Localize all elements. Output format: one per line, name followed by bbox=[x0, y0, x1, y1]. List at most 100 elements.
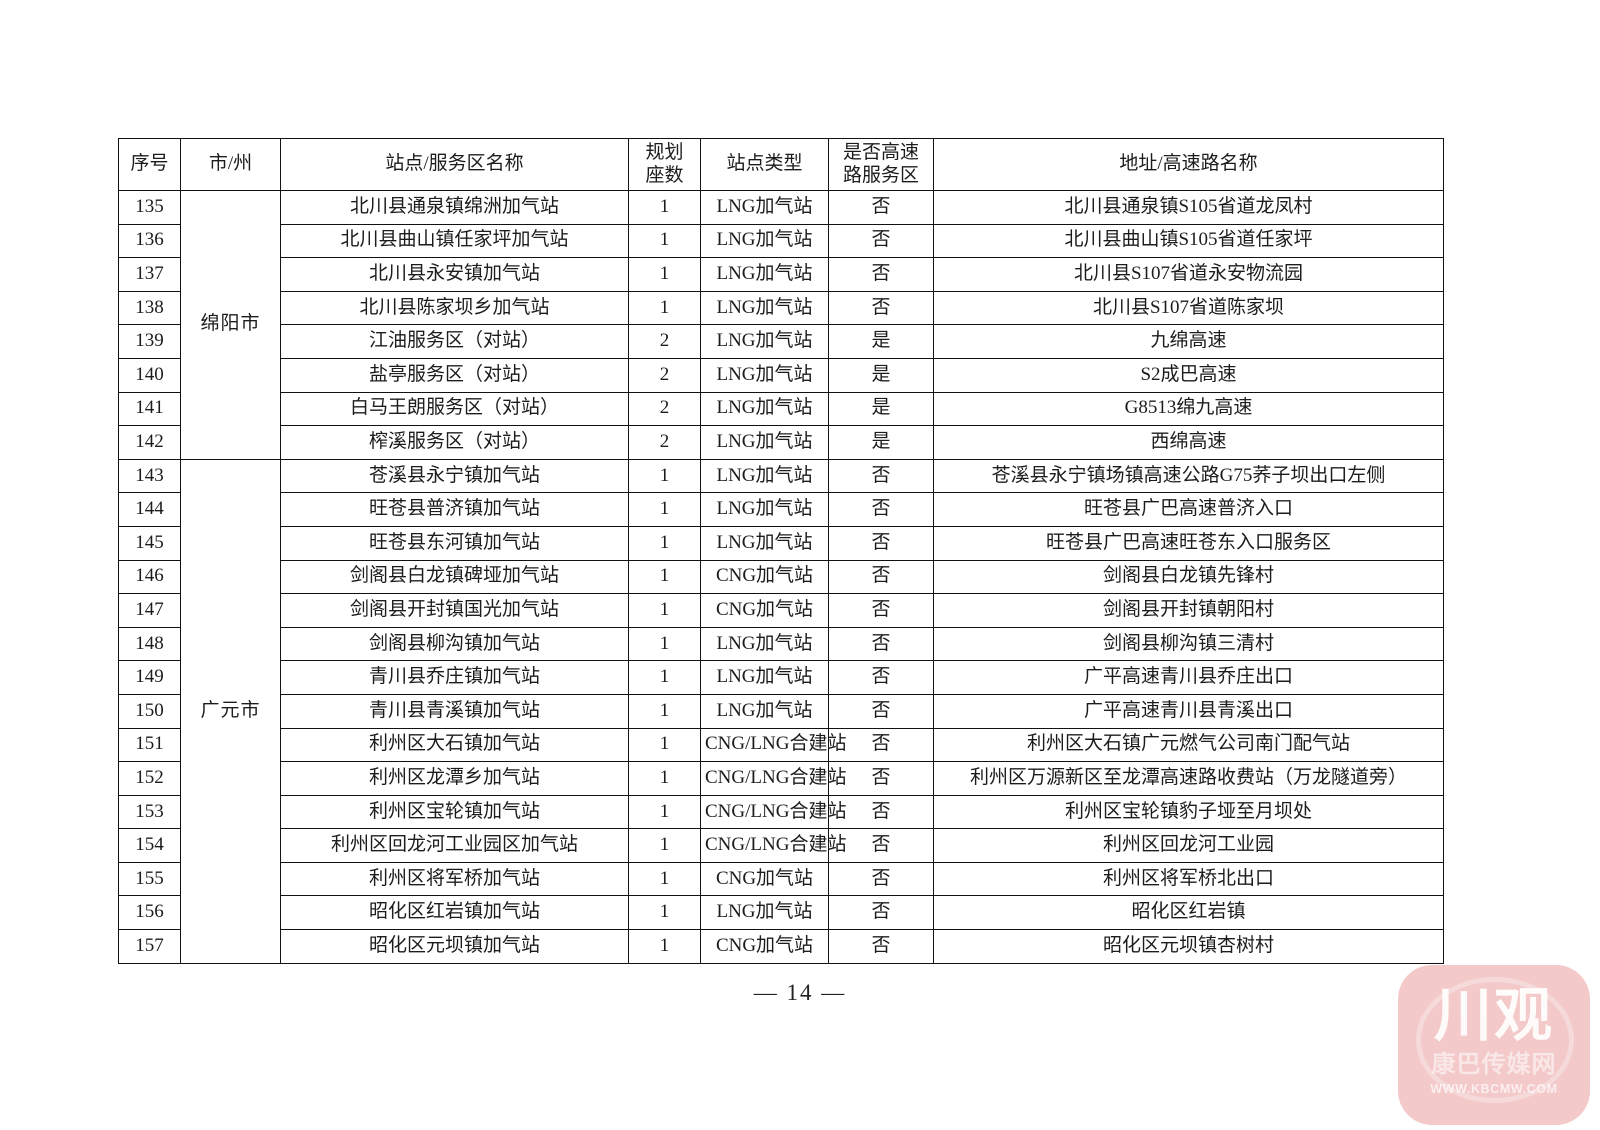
cell-address: 北川县曲山镇S105省道任家坪 bbox=[933, 223, 1444, 259]
cell-index: 147 bbox=[118, 593, 181, 628]
col-header-type: 站点类型 bbox=[700, 138, 829, 191]
cell-is-highway: 否 bbox=[828, 559, 934, 595]
cell-station-name: 旺苍县东河镇加气站 bbox=[280, 525, 629, 561]
cell-station-type: LNG加气站 bbox=[700, 190, 829, 225]
cell-is-highway: 否 bbox=[828, 895, 934, 931]
cell-address: 旺苍县广巴高速旺苍东入口服务区 bbox=[933, 525, 1444, 561]
table-row: 149 青川县乔庄镇加气站 1 LNG加气站否广平高速青川县乔庄出口 bbox=[118, 660, 1444, 695]
cell-station-type: LNG加气站 bbox=[700, 693, 829, 729]
table-header: 序号 市/州 站点/服务区名称 规划 座数 站点类型 是否高速 路服务区 地址/… bbox=[118, 138, 1444, 191]
cell-index: 156 bbox=[118, 895, 181, 931]
watermark-main-text: 川观 bbox=[1433, 983, 1554, 1048]
cell-address: 利州区大石镇广元燃气公司南门配气站 bbox=[933, 727, 1444, 763]
cell-is-highway: 否 bbox=[828, 761, 934, 796]
cell-address: 北川县S107省道永安物流园 bbox=[933, 257, 1444, 292]
table-row: 154 利州区回龙河工业园区加气站 1 CNG/LNG合建站否利州区回龙河工业园 bbox=[118, 828, 1444, 863]
cell-seats: 1 bbox=[628, 559, 701, 595]
cell-station-type: LNG加气站 bbox=[700, 626, 829, 662]
cell-address: 北川县S107省道陈家坝 bbox=[933, 290, 1444, 326]
cell-is-highway: 是 bbox=[828, 425, 934, 460]
cell-station-type: LNG加气站 bbox=[700, 257, 829, 292]
cell-station-type: LNG加气站 bbox=[700, 391, 829, 427]
cell-index: 141 bbox=[118, 391, 181, 427]
cell-index: 144 bbox=[118, 492, 181, 527]
table-row: 148 剑阁县柳沟镇加气站 1 LNG加气站否剑阁县柳沟镇三清村 bbox=[118, 626, 1444, 662]
cell-station-name: 利州区将军桥加气站 bbox=[280, 861, 629, 897]
cell-address: 昭化区元坝镇杏树村 bbox=[933, 929, 1444, 964]
cell-seats: 1 bbox=[628, 593, 701, 628]
cell-station-name: 北川县通泉镇绵洲加气站 bbox=[280, 190, 629, 225]
cell-station-name: 江油服务区（对站） bbox=[280, 324, 629, 359]
cell-station-type: LNG加气站 bbox=[700, 895, 829, 931]
table-row: 141 白马王朗服务区（对站） 2 LNG加气站是 G8513绵九高速 bbox=[118, 391, 1444, 427]
cell-station-name: 榨溪服务区（对站） bbox=[280, 425, 629, 460]
cell-station-type: LNG加气站 bbox=[700, 290, 829, 326]
station-table-container: 序号 市/州 站点/服务区名称 规划 座数 站点类型 是否高速 路服务区 地址/… bbox=[118, 138, 1444, 964]
cell-station-type: CNG/LNG合建站 bbox=[700, 727, 846, 763]
table-row: 156 昭化区红岩镇加气站 1 LNG加气站否昭化区红岩镇 bbox=[118, 895, 1444, 931]
cell-index: 142 bbox=[118, 425, 181, 460]
cell-seats: 1 bbox=[628, 492, 701, 527]
cell-index: 155 bbox=[118, 861, 181, 897]
col-header-seats-line2: 座数 bbox=[645, 164, 684, 186]
watermark: 川观 康巴传媒网 WWW.KBCMW.COM bbox=[1398, 965, 1590, 1125]
table-row: 144 旺苍县普济镇加气站 1 LNG加气站否旺苍县广巴高速普济入口 bbox=[118, 492, 1444, 527]
cell-index: 157 bbox=[118, 929, 181, 964]
cell-is-highway: 否 bbox=[828, 190, 934, 225]
cell-station-type: LNG加气站 bbox=[700, 324, 829, 359]
table-row: 150 青川县青溪镇加气站 1 LNG加气站否广平高速青川县青溪出口 bbox=[118, 693, 1444, 729]
watermark-ring bbox=[1416, 977, 1574, 1103]
cell-seats: 1 bbox=[628, 828, 701, 863]
cell-seats: 2 bbox=[628, 357, 701, 393]
cell-station-type: LNG加气站 bbox=[700, 425, 829, 460]
cell-address: S2成巴高速 bbox=[933, 357, 1444, 393]
cell-address: 利州区回龙河工业园 bbox=[933, 828, 1444, 863]
cell-station-name: 旺苍县普济镇加气站 bbox=[280, 492, 629, 527]
cell-is-highway: 否 bbox=[828, 290, 934, 326]
cell-station-name: 苍溪县永宁镇加气站 bbox=[280, 458, 629, 494]
cell-address: 昭化区红岩镇 bbox=[933, 895, 1444, 931]
cell-index: 138 bbox=[118, 290, 181, 326]
table-row: 140 盐亭服务区（对站） 2 LNG加气站是 S2成巴高速 bbox=[118, 357, 1444, 393]
cell-index: 148 bbox=[118, 626, 181, 662]
cell-seats: 1 bbox=[628, 693, 701, 729]
table-row: 146 剑阁县白龙镇碑垭加气站 1 CNG加气站否剑阁县白龙镇先锋村 bbox=[118, 559, 1444, 595]
cell-seats: 1 bbox=[628, 761, 701, 796]
cell-seats: 1 bbox=[628, 794, 701, 830]
cell-index: 154 bbox=[118, 828, 181, 863]
cell-station-type: CNG加气站 bbox=[700, 593, 829, 628]
cell-seats: 1 bbox=[628, 626, 701, 662]
cell-index: 135 bbox=[118, 190, 181, 225]
table-row: 152 利州区龙潭乡加气站 1 CNG/LNG合建站否利州区万源新区至龙潭高速路收费站… bbox=[118, 761, 1444, 796]
cell-station-type: LNG加气站 bbox=[700, 492, 829, 527]
cell-index: 136 bbox=[118, 223, 181, 259]
col-header-is-highway-line2: 路服务区 bbox=[842, 164, 919, 186]
cell-seats: 1 bbox=[628, 525, 701, 561]
cell-seats: 1 bbox=[628, 660, 701, 695]
cell-index: 137 bbox=[118, 257, 181, 292]
cell-station-type: LNG加气站 bbox=[700, 357, 829, 393]
cell-station-type: LNG加气站 bbox=[700, 458, 829, 494]
cell-index: 151 bbox=[118, 727, 181, 763]
header-row: 序号 市/州 站点/服务区名称 规划 座数 站点类型 是否高速 路服务区 地址/… bbox=[118, 138, 1444, 191]
col-header-is-highway-line1: 是否高速 bbox=[842, 142, 919, 164]
cell-is-highway: 是 bbox=[828, 324, 934, 359]
table-row: 138 北川县陈家坝乡加气站 1 LNG加气站否北川县S107省道陈家坝 bbox=[118, 290, 1444, 326]
cell-seats: 1 bbox=[628, 861, 701, 897]
cell-address: 九绵高速 bbox=[933, 324, 1444, 359]
cell-station-name: 利州区大石镇加气站 bbox=[280, 727, 629, 763]
col-header-address: 地址/高速路名称 bbox=[933, 138, 1444, 191]
page-number: — 14 — bbox=[753, 980, 847, 1005]
table-row: 155 利州区将军桥加气站 1 CNG加气站否利州区将军桥北出口 bbox=[118, 861, 1444, 897]
cell-index: 153 bbox=[118, 794, 181, 830]
cell-index: 152 bbox=[118, 761, 181, 796]
cell-station-name: 昭化区红岩镇加气站 bbox=[280, 895, 629, 931]
cell-station-name: 青川县青溪镇加气站 bbox=[280, 693, 629, 729]
col-header-name: 站点/服务区名称 bbox=[280, 138, 629, 191]
cell-index: 140 bbox=[118, 357, 181, 393]
cell-is-highway: 否 bbox=[828, 660, 934, 695]
cell-station-type: CNG加气站 bbox=[700, 861, 829, 897]
cell-address: 西绵高速 bbox=[933, 425, 1444, 460]
cell-is-highway: 否 bbox=[828, 458, 934, 494]
cell-is-highway: 否 bbox=[828, 223, 934, 259]
